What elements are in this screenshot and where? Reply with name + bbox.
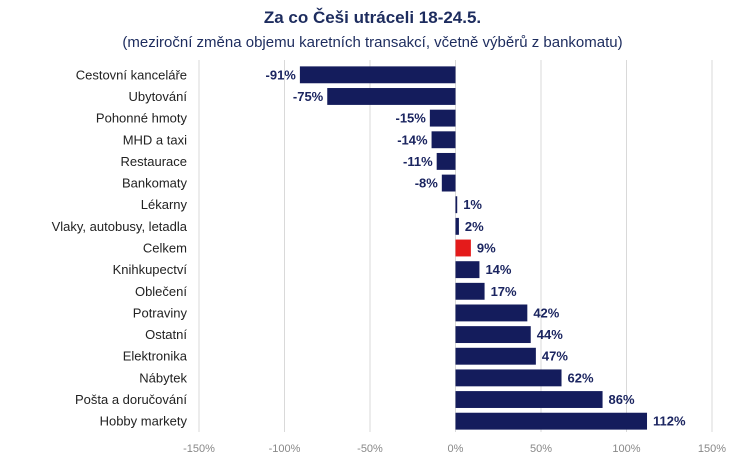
value-label: -91% [266,67,297,82]
x-tick-label: 0% [448,443,464,455]
bar [455,282,485,300]
category-label: Oblečení [135,284,187,299]
bar-layer [299,66,648,430]
value-label: -15% [395,111,426,126]
bar [455,412,648,430]
x-tick-label: 150% [698,443,726,455]
bar [455,239,471,257]
value-label: 86% [609,392,635,407]
bar [455,369,562,387]
x-tick-label: -50% [357,443,383,455]
bar [299,66,456,84]
category-label: Pohonné hmoty [96,111,188,126]
value-label: 42% [533,305,559,320]
value-label: 14% [485,262,511,277]
bar [455,217,459,235]
category-label: Elektronika [123,349,188,364]
value-label: -11% [403,154,433,169]
label-layer: Cestovní kanceláře -91% Ubytování -75% Pohon… [52,67,686,428]
category-label: Nábytek [139,370,187,385]
category-label: Hobby markety [100,414,188,429]
tick-layer: -150% -100% -50% 0% 50% 100% 150% [183,443,726,455]
bar [431,131,456,149]
chart-title: Za co Češi utráceli 18-24.5. [263,8,482,27]
bar [455,347,536,365]
value-label: 1% [463,197,482,212]
value-label: 62% [568,370,594,385]
category-label: Restaurace [121,154,187,169]
value-label: 17% [491,284,517,299]
x-tick-label: 50% [530,443,552,455]
category-label: Lékarny [141,197,188,212]
bar [455,326,531,344]
bar [455,196,458,214]
bar [327,88,456,105]
x-tick-label: -100% [269,443,301,455]
category-label: MHD a taxi [123,132,187,147]
x-tick-label: -150% [183,443,215,455]
category-label: Cestovní kanceláře [76,67,187,82]
category-label: Knihkupectví [113,262,188,277]
category-label: Pošta a doručování [75,392,187,407]
value-label: -75% [293,89,324,104]
value-label: 2% [465,219,484,234]
value-label: 44% [537,327,563,342]
category-label: Ubytování [128,89,187,104]
x-tick-label: 100% [612,443,640,455]
bar [436,152,456,170]
chart-subtitle: (meziroční změna objemu karetních transa… [122,34,623,51]
bar [455,261,480,279]
bar [455,304,528,322]
value-label: 9% [477,241,496,256]
value-label: 112% [653,414,686,429]
value-label: -8% [415,176,439,191]
category-label: Celkem [143,241,187,256]
value-label: -14% [397,132,428,147]
value-label: 47% [542,349,568,364]
bar [429,109,456,127]
grid-layer [198,60,713,432]
category-label: Potraviny [133,305,188,320]
category-label: Bankomaty [122,176,188,191]
category-label: Vlaky, autobusy, letadla [52,219,188,234]
category-label: Ostatní [145,327,187,342]
bar [441,174,456,192]
bar [455,391,603,408]
